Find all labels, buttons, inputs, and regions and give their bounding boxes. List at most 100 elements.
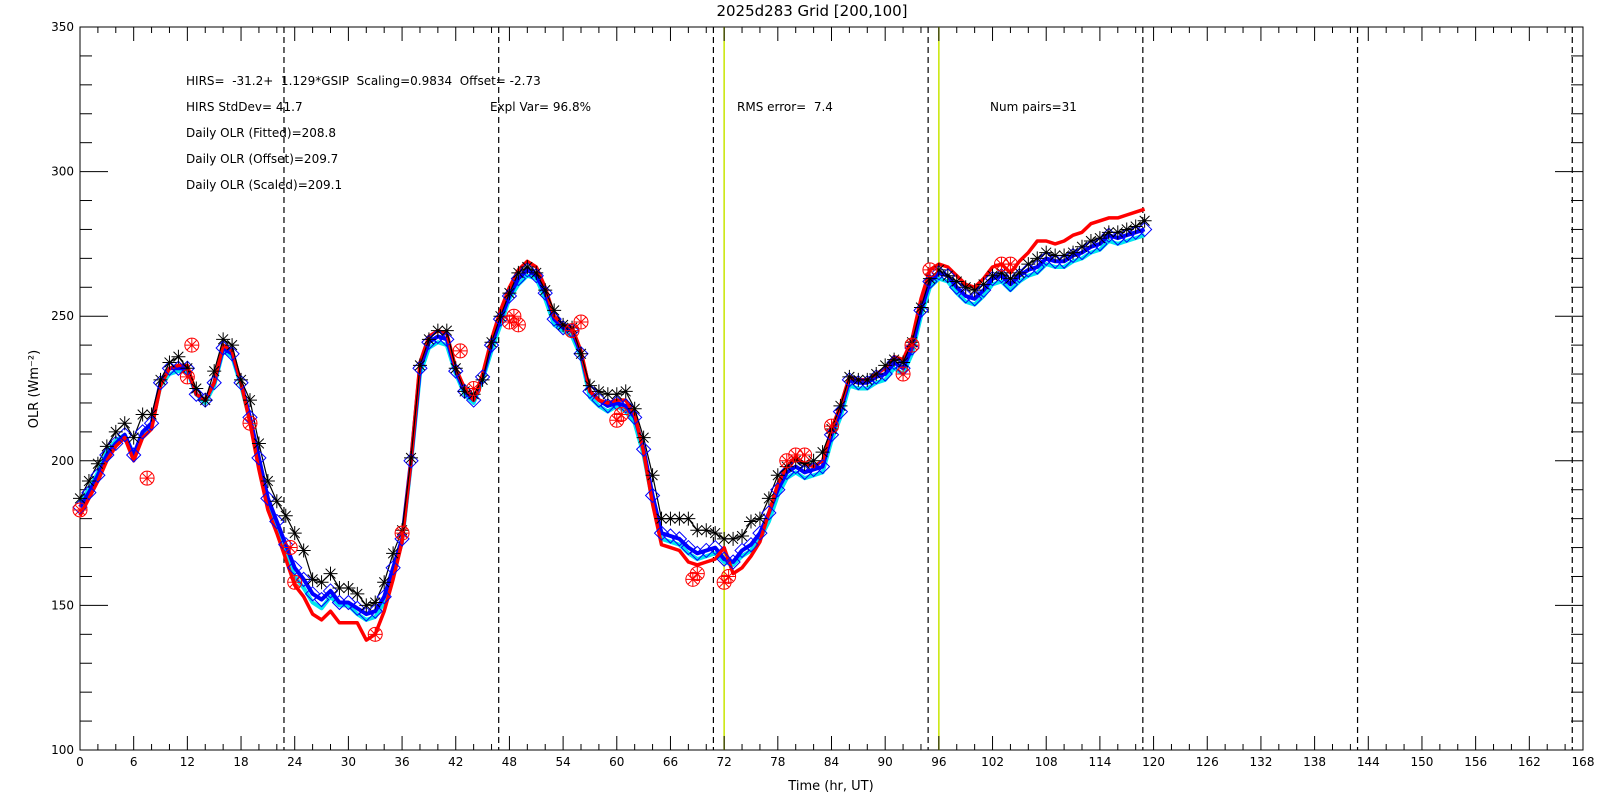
black-asterisk-marker xyxy=(278,508,293,523)
daily-olr-offset: Daily OLR (Offset)=209.7 xyxy=(186,152,338,166)
data-markers xyxy=(72,213,1153,642)
blue-diamond-marker xyxy=(1101,227,1117,243)
hirs-red-asterisk-marker xyxy=(140,471,155,486)
y-tick-label: 100 xyxy=(51,743,74,757)
blue-series-line xyxy=(78,227,1146,617)
hirs-red-circle-marker xyxy=(797,447,813,463)
black-asterisk-marker xyxy=(368,595,383,610)
hirs-red-circle-marker xyxy=(721,568,737,584)
black-asterisk-marker xyxy=(672,511,687,526)
blue-diamond-marker xyxy=(117,427,133,443)
blue-diamond-marker xyxy=(868,369,884,385)
black-asterisk-marker xyxy=(314,575,329,590)
blue-diamond-marker xyxy=(716,551,732,567)
black-asterisk-marker xyxy=(958,280,973,295)
black-asterisk-marker xyxy=(556,317,571,332)
black-asterisk-marker xyxy=(162,355,177,370)
x-tick-label: 126 xyxy=(1196,755,1219,769)
hirs-red-asterisk-marker xyxy=(506,309,521,324)
blue-diamond-marker xyxy=(635,441,652,457)
black-asterisk-marker xyxy=(412,358,427,373)
blue-diamond-marker xyxy=(796,464,813,481)
blue-diamond-marker xyxy=(537,285,553,301)
blue-diamond-marker xyxy=(465,392,482,408)
blue-diamond-marker xyxy=(143,415,160,431)
black-asterisk-marker xyxy=(287,526,302,541)
blue-diamond-marker xyxy=(913,302,929,319)
x-tick-label: 132 xyxy=(1249,755,1272,769)
blue-diamond-marker xyxy=(975,282,992,298)
blue-diamond-marker xyxy=(662,528,679,544)
hirs-red-asterisk-marker xyxy=(180,369,195,384)
hirs-red-asterisk-marker xyxy=(283,540,298,555)
blue-diamond-marker xyxy=(993,268,1010,284)
black-asterisk-marker xyxy=(922,271,937,286)
black-asterisk-marker xyxy=(117,416,132,431)
black-asterisk-marker xyxy=(323,566,338,581)
blue-diamond-marker xyxy=(582,383,598,400)
black-asterisk-marker xyxy=(547,303,562,318)
black-asterisk-marker xyxy=(484,335,499,350)
blue-diamond-marker xyxy=(367,603,383,619)
blue-diamond-marker xyxy=(966,291,983,307)
hirs-red-asterisk-marker xyxy=(453,343,468,358)
black-asterisk-marker xyxy=(1075,239,1089,254)
hirs-red-asterisk-marker xyxy=(466,381,481,396)
hirs-red-asterisk-marker xyxy=(565,323,580,338)
blue-diamond-marker xyxy=(877,366,893,382)
black-asterisk-marker xyxy=(251,436,266,451)
black-asterisk-marker xyxy=(949,274,964,289)
hirs-red-asterisk-marker xyxy=(511,317,526,332)
y-tick-labels: 100 150 200 250 300 350 xyxy=(51,20,74,757)
hirs-red-asterisk-marker xyxy=(779,453,794,468)
blue-diamond-marker xyxy=(859,375,875,391)
x-tick-label: 12 xyxy=(180,755,195,769)
black-asterisk-marker xyxy=(1110,225,1125,240)
x-tick-label: 162 xyxy=(1518,755,1541,769)
black-asterisk-marker xyxy=(502,286,517,301)
black-asterisk-marker xyxy=(636,430,651,445)
blue-diamond-marker xyxy=(304,586,321,602)
blue-diamond-marker xyxy=(1020,262,1037,278)
black-asterisk-marker xyxy=(359,598,374,613)
blue-diamond-marker xyxy=(814,458,831,475)
hirs-red-circle-marker xyxy=(573,314,589,330)
blue-diamond-marker xyxy=(1092,236,1108,252)
black-asterisk-marker xyxy=(913,300,928,315)
black-asterisk-marker xyxy=(985,268,1000,283)
black-asterisk-marker xyxy=(1057,248,1072,263)
x-tick-label: 96 xyxy=(931,755,946,769)
black-asterisk-marker xyxy=(332,581,347,596)
black-asterisk-marker xyxy=(90,456,105,471)
black-asterisk-marker xyxy=(171,349,186,364)
black-asterisk-marker xyxy=(99,439,114,454)
black-asterisk-marker xyxy=(180,361,195,376)
daily-olr-fitted: Daily OLR (Fitted)=208.8 xyxy=(186,126,336,140)
black-asterisk-marker xyxy=(717,531,732,546)
black-asterisk-marker xyxy=(967,283,982,298)
blue-diamond-marker xyxy=(448,363,464,379)
x-tick-label: 78 xyxy=(770,755,785,769)
blue-diamond-marker xyxy=(510,270,527,287)
black-asterisk-marker xyxy=(529,265,544,280)
y-tick-label: 300 xyxy=(51,165,74,179)
black-asterisk-marker xyxy=(305,572,320,587)
blue-diamond-marker xyxy=(358,606,374,622)
hirs-red-circle-marker xyxy=(184,337,200,353)
blue-diamond-marker xyxy=(439,331,455,348)
y-axis-title: OLR (Wm⁻²) xyxy=(27,350,42,428)
blue-diamond-marker xyxy=(519,262,536,278)
black-asterisk-marker xyxy=(341,581,356,596)
black-asterisk-marker xyxy=(761,491,776,506)
hirs-red-circle-marker xyxy=(1002,256,1018,272)
x-tick-label: 66 xyxy=(663,755,678,769)
black-asterisk-marker xyxy=(153,372,168,387)
blue-diamond-marker xyxy=(125,447,142,463)
blue-diamond-marker xyxy=(949,279,965,295)
blue-diamond-marker xyxy=(403,453,419,469)
hirs-red-circle-marker xyxy=(510,317,526,333)
black-asterisk-marker xyxy=(574,346,588,361)
blue-diamond-marker xyxy=(752,525,768,541)
blue-diamond-marker xyxy=(931,265,947,281)
black-asterisk-marker xyxy=(842,369,857,384)
